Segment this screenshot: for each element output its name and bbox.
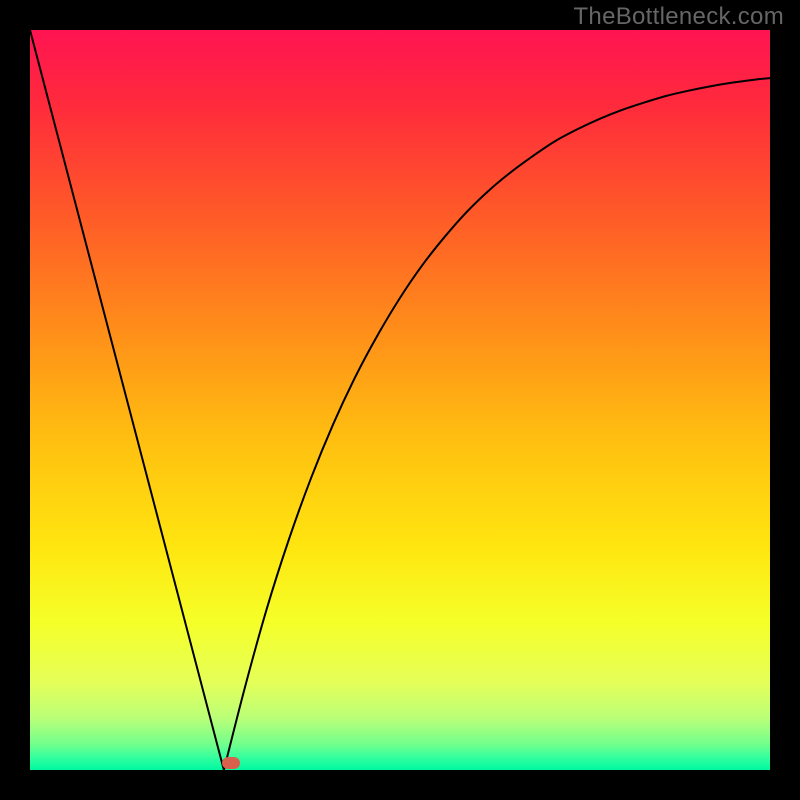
watermark-text: TheBottleneck.com xyxy=(573,3,784,31)
plot-area xyxy=(30,30,770,770)
gradient-background xyxy=(30,30,770,770)
minimum-marker xyxy=(222,757,240,769)
chart-container: TheBottleneck.com xyxy=(0,0,800,800)
